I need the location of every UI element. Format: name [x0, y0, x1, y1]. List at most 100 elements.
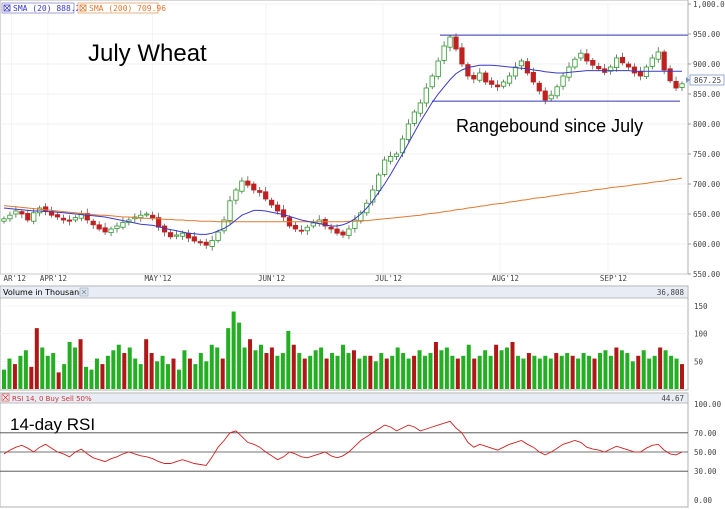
- volume-bar: [559, 355, 564, 389]
- candle-body: [631, 66, 638, 74]
- volume-bar: [226, 328, 231, 389]
- candle-body: [625, 63, 632, 68]
- rsi-panel: [0, 392, 689, 508]
- candle-body: [173, 234, 180, 237]
- candle-body: [150, 214, 156, 218]
- candle-body: [179, 232, 186, 237]
- volume-bar: [576, 358, 581, 389]
- price-grid: [0, 3, 688, 275]
- volume-bar: [412, 355, 417, 389]
- candle-body: [43, 206, 49, 212]
- volume-bar: [122, 353, 127, 389]
- volume-bar: [242, 347, 247, 389]
- candle-body: [197, 241, 203, 244]
- candle-body: [590, 60, 596, 66]
- volume-bar: [7, 358, 12, 389]
- candle-body: [72, 217, 78, 221]
- rsi-tick-label: 0.00: [694, 496, 713, 505]
- volume-bar: [231, 311, 236, 389]
- candlesticks: [1, 33, 685, 251]
- candle-body: [387, 155, 394, 162]
- legend-sma20[interactable]: SMA (20) 888.22: [1, 2, 85, 14]
- legend-sma200[interactable]: SMA (200) 709.96: [77, 2, 166, 14]
- range-annotation: Rangebound since July: [456, 116, 643, 136]
- volume-bar: [138, 364, 143, 389]
- volume-bar: [499, 350, 504, 389]
- rsi-label: RSI 14, 0 Buy Sell 50%: [12, 395, 92, 403]
- volume-bar: [280, 353, 285, 389]
- candle-body: [447, 36, 453, 48]
- candle-body: [298, 229, 304, 232]
- volume-bar: [395, 347, 400, 389]
- volume-bar: [144, 339, 149, 389]
- volume-bar: [155, 361, 160, 389]
- volume-bar: [73, 347, 78, 389]
- candle-body: [613, 57, 620, 68]
- candle-body: [328, 226, 334, 230]
- candle-body: [19, 211, 25, 215]
- candle-body: [257, 190, 263, 193]
- volume-bar: [614, 347, 619, 389]
- candle-body: [655, 51, 661, 60]
- candle-body: [322, 218, 328, 227]
- volume-bar: [351, 350, 356, 389]
- volume-bar: [23, 350, 28, 389]
- candle-body: [203, 241, 209, 246]
- volume-bar: [297, 353, 302, 389]
- candle-body: [84, 212, 90, 221]
- volume-bar: [166, 364, 171, 389]
- candle-body: [393, 153, 400, 157]
- candle-body: [554, 86, 560, 97]
- rsi-current: 44.67: [661, 394, 684, 403]
- candle-body: [483, 72, 489, 83]
- volume-bar: [373, 361, 378, 389]
- candle-body: [191, 236, 197, 242]
- volume-bar: [390, 355, 395, 389]
- candle-body: [536, 82, 542, 92]
- candle-body: [435, 60, 441, 77]
- volume-bar: [472, 358, 477, 389]
- volume-bar: [680, 364, 684, 389]
- volume-bar: [62, 364, 67, 389]
- candle-body: [1, 218, 7, 222]
- candle-body: [572, 58, 578, 68]
- volume-bar: [658, 347, 663, 389]
- volume-bar: [100, 364, 105, 389]
- volume-bar: [384, 358, 389, 389]
- volume-bar: [652, 355, 657, 389]
- volume-bar: [111, 350, 116, 389]
- volume-bars: [2, 311, 684, 389]
- volume-bar: [89, 369, 94, 389]
- price-tick-label: 750.00: [693, 150, 721, 159]
- rsi-close-icon[interactable]: [1, 393, 10, 402]
- candle-body: [608, 66, 614, 72]
- candle-body: [31, 212, 37, 222]
- rsi-tick-label: 30.00: [694, 467, 717, 476]
- volume-bar: [543, 355, 548, 389]
- candle-body: [358, 212, 364, 222]
- rsi-tick-label: 70.00: [694, 429, 717, 438]
- candle-body: [518, 60, 525, 67]
- price-tick-label: 650.00: [693, 210, 721, 219]
- rsi-series-line: [3, 420, 683, 466]
- volume-bar: [171, 358, 176, 389]
- volume-bar: [253, 350, 258, 389]
- price-tick-label: 900.00: [693, 60, 721, 69]
- volume-close-icon[interactable]: [79, 287, 89, 297]
- volume-bar: [182, 350, 187, 389]
- candle-body: [78, 213, 84, 219]
- candle-body: [304, 226, 310, 232]
- volume-bar: [608, 355, 613, 389]
- price-tick-label: 950.00: [693, 30, 721, 39]
- volume-bar: [619, 350, 624, 389]
- candle-body: [209, 239, 215, 247]
- candle-body: [423, 87, 429, 104]
- volume-bar: [160, 355, 165, 389]
- volume-bar: [537, 358, 542, 389]
- volume-bar: [204, 361, 209, 389]
- volume-bar: [176, 369, 181, 389]
- candle-body: [506, 75, 513, 84]
- candle-body: [66, 219, 73, 222]
- x-tick-label: JUN'12: [258, 274, 285, 283]
